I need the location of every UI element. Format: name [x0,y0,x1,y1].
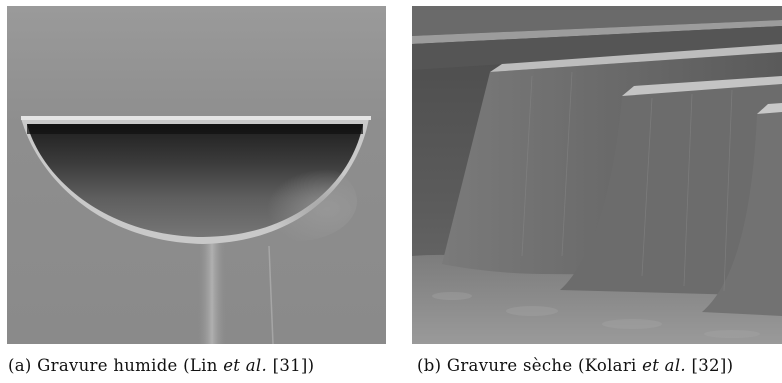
etched-floor [412,254,782,344]
dry-etching-sem-micrograph [412,6,782,344]
caption-a-et-al: et al. [223,356,268,375]
caption-a-title: Gravure humide (Lin [37,356,218,375]
cavity-shadow [27,124,363,134]
caption-b-ref: [32]) [691,356,734,375]
caption-b-label: (b) [417,356,442,375]
far-ridge-1-top [412,20,782,44]
trench-top-1 [490,44,782,72]
dry-etching-image [412,6,782,344]
cavity-highlight [237,161,357,241]
caption-a-label: (a) [8,356,32,375]
caption-a: (a) Gravure humide (Lin et al. [31]) [8,356,314,376]
caption-b-et-al: et al. [642,356,686,375]
trench-top-3 [757,103,782,114]
wet-etching-image [7,6,386,344]
trench-top-2 [622,76,782,96]
wet-etching-sem-micrograph [7,6,386,344]
far-ridge-2 [412,26,782,70]
cavity-top-edge [21,116,371,120]
trench-wall-3 [702,112,782,316]
caption-a-ref: [31]) [272,356,315,375]
scratch-line [268,245,274,344]
far-ridge-1 [412,6,782,36]
wall-striations [521,71,733,292]
floor-texture [432,292,760,338]
caption-b: (b) Gravure sèche (Kolari et al. [32]) [417,356,733,376]
vertical-trace [197,236,227,344]
caption-b-title: Gravure sèche (Kolari [446,356,637,375]
trench-wall-2 [560,84,782,296]
